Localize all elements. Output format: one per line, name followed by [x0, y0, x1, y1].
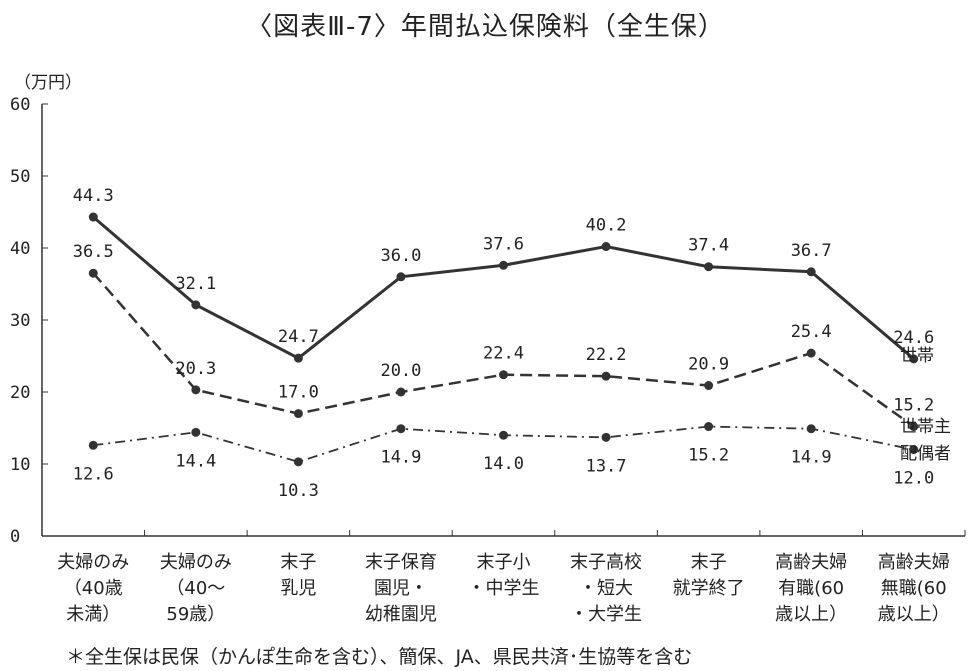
data-label: 10.3	[278, 481, 319, 501]
data-label: 15.2	[893, 396, 934, 416]
x-category-label: 末子 就学終了	[672, 552, 745, 599]
x-category-label: 末子高校 ・短大 ・大学生	[570, 552, 643, 625]
data-label: 20.3	[175, 359, 216, 379]
data-point	[601, 371, 611, 381]
data-point	[191, 300, 201, 310]
y-tick-label: 20	[10, 383, 30, 403]
data-label: 25.4	[791, 322, 832, 342]
data-point	[293, 353, 303, 363]
data-label: 32.1	[175, 274, 216, 294]
data-label: 36.5	[73, 242, 114, 262]
x-category-label: 末子小 ・中学生	[467, 552, 540, 599]
data-point	[88, 440, 98, 450]
series-label: 世帯主	[900, 417, 951, 437]
data-point	[499, 260, 508, 270]
y-tick-label: 10	[10, 455, 30, 475]
data-point	[806, 424, 816, 434]
data-label: 40.2	[586, 216, 627, 236]
data-point	[499, 430, 508, 440]
data-label: 14.9	[380, 448, 421, 468]
data-label: 22.4	[483, 344, 524, 364]
data-point	[293, 457, 303, 467]
series-label: 世帯	[900, 346, 934, 366]
data-point	[191, 427, 201, 437]
data-label: 17.0	[278, 383, 319, 403]
data-label: 37.4	[688, 236, 729, 256]
series-label: 配偶者	[900, 444, 951, 464]
data-label: 24.7	[278, 327, 319, 347]
data-point	[88, 212, 98, 222]
data-label: 12.0	[893, 469, 934, 489]
data-point	[909, 445, 919, 455]
y-tick-label: 50	[10, 167, 30, 187]
x-category-label: 高齢夫婦 無職(60 歳以上）	[877, 552, 950, 625]
data-label: 14.0	[483, 454, 524, 474]
data-label: 24.6	[893, 328, 934, 348]
data-label: 20.0	[380, 361, 421, 381]
chart-title: 〈図表Ⅲ-7〉年間払込保険料（全生保）	[246, 12, 725, 42]
data-point	[704, 422, 714, 432]
data-point	[601, 242, 611, 252]
data-point	[396, 387, 406, 397]
y-tick-label: 60	[10, 95, 30, 115]
data-label: 22.2	[586, 345, 627, 365]
data-point	[909, 422, 919, 432]
x-category-label: 高齢夫婦 有職(60 歳以上）	[775, 552, 848, 625]
data-point	[396, 424, 406, 434]
data-label: 14.9	[791, 448, 832, 468]
data-point	[704, 262, 714, 272]
data-label: 44.3	[73, 186, 114, 206]
x-category-label: 夫婦のみ （40～ 59歳）	[159, 552, 232, 625]
data-point	[806, 267, 816, 277]
data-point	[191, 385, 201, 395]
footnote: ＊全生保は民保（かんぽ生命を含む）、簡保、JA、県民共済･生協等を含む	[66, 646, 693, 668]
data-point	[293, 409, 303, 419]
data-label: 20.9	[688, 355, 729, 375]
data-point	[704, 381, 714, 391]
data-point	[909, 354, 919, 364]
data-point	[601, 432, 611, 442]
x-category-label: 夫婦のみ （40歳 未満）	[57, 552, 130, 625]
data-label: 36.7	[791, 241, 832, 261]
data-label: 13.7	[586, 456, 627, 476]
y-tick-label: 40	[10, 239, 30, 259]
x-category-label: 末子保育 園児・ 幼稚園児	[364, 552, 437, 625]
data-label: 12.6	[73, 464, 114, 484]
y-axis-unit: （万円）	[14, 73, 82, 93]
y-tick-label: 0	[10, 527, 20, 547]
data-label: 15.2	[688, 446, 729, 466]
data-point	[88, 268, 98, 278]
x-category-label: 末子 乳児	[280, 552, 317, 599]
data-label: 37.6	[483, 234, 524, 254]
data-point	[806, 348, 816, 358]
data-label: 36.0	[380, 246, 421, 266]
data-point	[499, 370, 508, 380]
data-label: 14.4	[175, 451, 216, 471]
y-tick-label: 30	[10, 311, 30, 331]
data-point	[396, 272, 406, 282]
